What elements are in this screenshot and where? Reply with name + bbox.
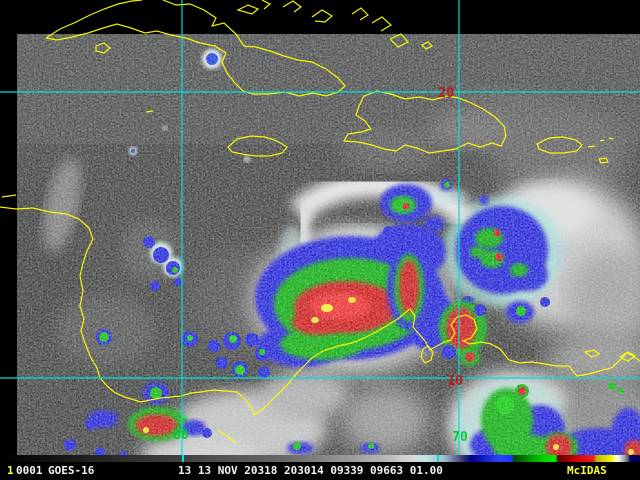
coastline-central-america (0, 194, 255, 444)
status-bar: 1 0001 GOES-16 13 13 NOV 20318 203014 09… (0, 462, 640, 480)
image-timestamp: 13 13 NOV 20318 203014 09339 09663 01.00 (178, 464, 443, 477)
lon-label-80: 80 (173, 428, 189, 443)
coastline-isla-juventud (95, 42, 154, 113)
satellite-name: GOES-16 (48, 464, 95, 477)
colorbar-gridline-tick-80w (182, 455, 184, 462)
colorbar-gridline-tick-70w (437, 455, 439, 462)
lat-label-20: 20 (438, 86, 454, 101)
colorbar (0, 455, 640, 462)
coastline-puerto-rico (536, 136, 614, 164)
coastline-jamaica (227, 135, 288, 157)
lat-label-10: 10 (447, 374, 463, 389)
latlon-grid (0, 0, 640, 455)
lon-label-70: 70 (452, 430, 468, 445)
coastline-south-america (253, 308, 640, 416)
no-data-band-top (0, 0, 640, 34)
coastline-cuba (45, 0, 346, 97)
coastline-overlay (0, 0, 640, 444)
image-noise-texture (0, 0, 640, 455)
coastline-hispaniola (343, 90, 507, 154)
mcidas-brand: McIDAS (567, 464, 607, 477)
no-data-band-left (0, 34, 17, 455)
image-id: 0001 (16, 464, 43, 477)
frame-number: 1 (7, 464, 14, 477)
coastline-bahamas (236, 0, 434, 50)
